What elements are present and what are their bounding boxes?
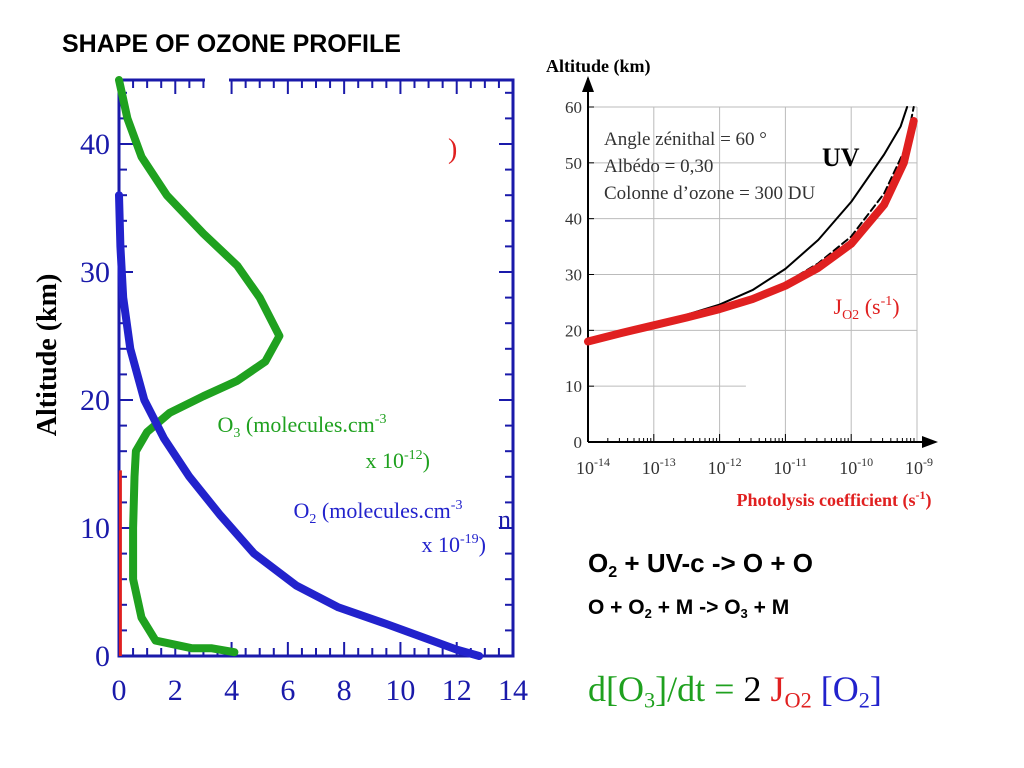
right-x-tick-label: 10-11: [773, 455, 807, 478]
annotation-line: Albédo = 0,30: [604, 156, 713, 177]
right-chart-title: Altitude (km): [546, 56, 651, 77]
y-tick-label: 30: [80, 256, 110, 289]
equation-rate: d[O3]/dt = 2 JO2 [O2]: [588, 669, 882, 713]
right-x-axis-label: Photolysis coefficient (s-1): [714, 488, 945, 511]
x-tick-label: 10: [385, 674, 415, 707]
x-axis-arrow: [922, 436, 938, 448]
right-plot-frame: [582, 76, 938, 448]
right-series-group: [584, 106, 918, 346]
o3-series-label-line2: x 10-12): [338, 448, 447, 473]
right-y-tick-label: 40: [565, 210, 582, 229]
x-tick-label: 14: [498, 674, 528, 707]
annotation-line: Angle zénithal = 60 °: [604, 129, 767, 150]
partial-label-n: n: [498, 505, 511, 534]
x-tick-label: 8: [337, 674, 352, 707]
ozone-profile-chart: 0 2 4 6 8 10 12 14 0 10 20 30 40 Altitude (km) ) n O…: [32, 76, 528, 707]
left-plot-frame: [117, 78, 515, 658]
right-x-tick-label: 10-14: [576, 455, 610, 478]
jo2-label: JO2 (s-1): [806, 294, 916, 323]
frame-gap: [205, 78, 229, 94]
left-series-group: [115, 76, 484, 660]
y-tick-label: 40: [80, 128, 110, 161]
annotation-line: Colonne d’ozone = 300 DU: [604, 183, 816, 204]
y-tick-label: 20: [80, 384, 110, 417]
right-y-tick-label: 20: [565, 321, 582, 340]
y-tick-label: 0: [95, 640, 110, 673]
right-annotation-box: Angle zénithal = 60 ° Albédo = 0,30 Colonn…: [604, 129, 816, 204]
x-tick-label: 12: [442, 674, 472, 707]
o2-series-label-line2: x 10-19): [394, 532, 503, 557]
o3-series-label: O3 (molecules.cm-3: [190, 403, 403, 441]
o2-series-label: O2 (molecules.cm-3: [266, 489, 479, 527]
right-y-tick-label: 30: [565, 266, 582, 285]
right-y-tick-label: 10: [565, 377, 582, 396]
o3-series-line: [115, 76, 284, 657]
left-y-axis-label: Altitude (km): [32, 274, 63, 437]
x-tick-label: 0: [112, 674, 127, 707]
uv-label: UV: [822, 143, 860, 172]
right-x-tick-label: 10-9: [905, 455, 933, 478]
equation-photolysis: O2 + UV-c -> O + O: [588, 548, 814, 581]
equation-ozone-formation: O + O2 + M -> O3 + M: [588, 596, 790, 621]
right-y-tick-label: 50: [565, 154, 582, 173]
o2-series-line: [115, 191, 484, 660]
x-tick-label: 4: [224, 674, 239, 707]
x-tick-label: 2: [168, 674, 183, 707]
photolysis-chart: Altitude (km) 0 10 20 30 40 50 60 10-14 10-13 10-…: [546, 56, 945, 511]
right-y-tick-label: 60: [565, 98, 582, 117]
page-title: SHAPE OF OZONE PROFILE: [62, 30, 401, 58]
left-tick-labels: 0 2 4 6 8 10 12 14 0 10 20 30 40: [80, 128, 528, 707]
x-tick-label: 6: [280, 674, 295, 707]
right-tick-labels: 0 10 20 30 40 50 60 10-14 10-13 10-12 10-11 10-10 10…: [565, 98, 933, 478]
right-y-tick-label: 0: [574, 433, 583, 452]
jo2-series-line: [584, 117, 918, 346]
right-x-tick-label: 10-12: [708, 455, 742, 478]
left-plot-border: [117, 78, 515, 658]
right-x-tick-label: 10-10: [839, 455, 873, 478]
y-axis-arrow: [582, 76, 594, 92]
partial-label-paren: ): [448, 134, 457, 165]
y-tick-label: 10: [80, 512, 110, 545]
right-x-tick-label: 10-13: [642, 455, 676, 478]
